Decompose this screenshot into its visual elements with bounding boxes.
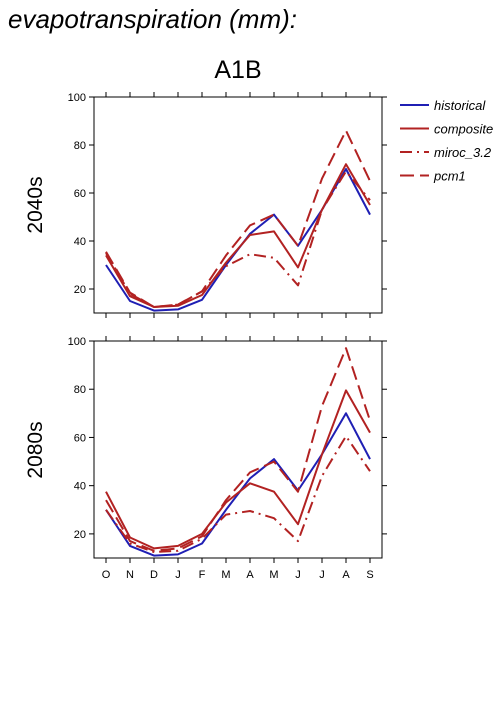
x-tick-label: M bbox=[269, 569, 278, 581]
legend-label: miroc_3.2 bbox=[434, 145, 492, 160]
series-line-pcm1 bbox=[105, 347, 371, 552]
panel-2040s: 20 40 60 80 100 2040s bbox=[24, 92, 387, 318]
legend: historical composite miroc_3.2 pcm1 bbox=[400, 98, 493, 184]
series-line-pcm1 bbox=[105, 129, 371, 308]
x-tick-label: O bbox=[102, 569, 111, 581]
x-tick-label: D bbox=[150, 569, 158, 581]
scenario-title: A1B bbox=[214, 56, 262, 84]
x-tick-label: M bbox=[221, 569, 230, 581]
series-line-miroc-3-2 bbox=[105, 170, 371, 308]
x-tick-label: J bbox=[319, 569, 325, 581]
panel-label: 2080s bbox=[24, 421, 47, 478]
series-line-composite bbox=[105, 163, 371, 308]
panel-label: 2040s bbox=[24, 176, 47, 233]
x-tick-label: J bbox=[295, 569, 301, 581]
panel-2080s: 20 40 60 80 100 O N D J F M A M J J A S 2080s bbox=[24, 336, 387, 581]
y-tick-label: 100 bbox=[68, 92, 86, 104]
y-tick-label: 100 bbox=[68, 336, 86, 348]
x-tick-label: A bbox=[246, 569, 254, 581]
x-tick-label: A bbox=[342, 569, 350, 581]
y-tick-label: 60 bbox=[74, 432, 86, 444]
legend-label: composite bbox=[434, 122, 493, 137]
y-tick-label: 40 bbox=[74, 481, 86, 493]
x-tick-label: F bbox=[199, 569, 206, 581]
y-tick-label: 80 bbox=[74, 384, 86, 396]
y-tick-label: 60 bbox=[74, 188, 86, 200]
y-tick-label: 20 bbox=[74, 284, 86, 296]
plot-frame bbox=[93, 96, 383, 314]
y-tick-label: 40 bbox=[74, 236, 86, 248]
x-tick-label: J bbox=[175, 569, 181, 581]
x-tick-label: S bbox=[366, 569, 373, 581]
legend-label: pcm1 bbox=[433, 169, 466, 184]
y-tick-label: 20 bbox=[74, 529, 86, 541]
y-tick-label: 80 bbox=[74, 140, 86, 152]
series-line-composite bbox=[105, 389, 371, 550]
page-title: evapotranspiration (mm): bbox=[8, 4, 297, 34]
legend-label: historical bbox=[434, 98, 486, 113]
x-tick-label: N bbox=[126, 569, 134, 581]
plot-frame bbox=[93, 340, 383, 559]
